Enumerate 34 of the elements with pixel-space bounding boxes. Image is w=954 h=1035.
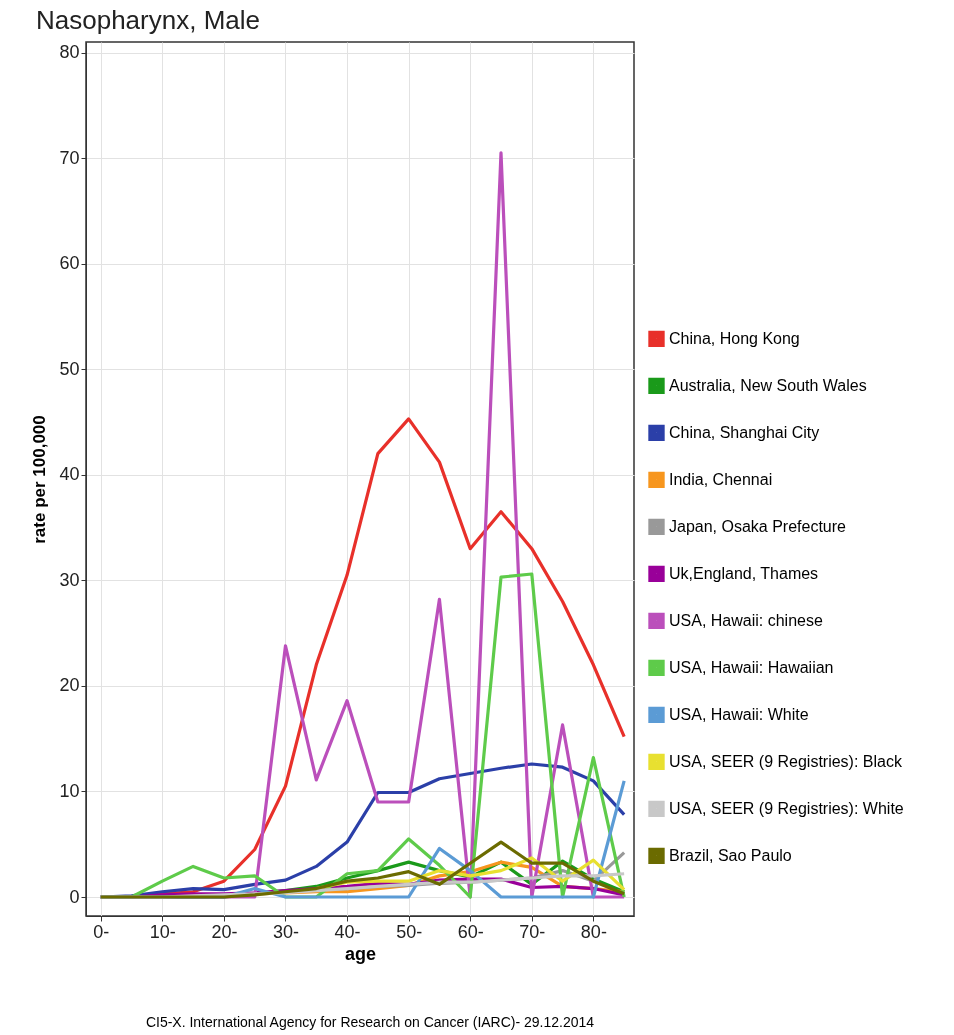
legend-label: India, Chennai — [669, 470, 773, 488]
y-tick-label: 80 — [59, 42, 80, 63]
chart-title: Nasopharynx, Male — [36, 5, 260, 35]
x-tick-label: 50- — [396, 921, 423, 942]
x-tick-label: 40- — [334, 921, 361, 942]
legend-label: Brazil, Sao Paulo — [669, 846, 792, 864]
x-tick-label: 60- — [457, 921, 484, 942]
legend-label: USA, Hawaii: chinese — [669, 611, 823, 629]
x-tick-label: 0- — [93, 921, 110, 942]
legend-label: Uk,England, Thames — [669, 564, 819, 582]
legend-label: China, Hong Kong — [669, 329, 800, 347]
x-axis-title: age — [344, 943, 377, 964]
y-tick-label: 60 — [59, 253, 80, 274]
legend-label: Japan, Osaka Prefecture — [669, 517, 847, 535]
legend-label: USA, Hawaii: White — [669, 705, 809, 723]
y-tick-label: 30 — [59, 569, 80, 590]
x-tick-label: 10- — [149, 921, 176, 942]
text: CI5-X. International Agency for Research on Cancer (IARC)- 29.12.2014 — [144, 1014, 596, 1030]
y-tick-label: 20 — [59, 675, 80, 696]
y-tick-label: 40 — [59, 464, 80, 485]
y-tick-label: 10 — [59, 780, 80, 801]
legend-label: USA, Hawaii: Hawaiian — [669, 658, 834, 676]
x-tick-label: 30- — [272, 921, 300, 942]
legend-label: Australia, New South Wales — [669, 376, 867, 394]
legend-label: USA, SEER (9 Registries): Black — [669, 752, 903, 770]
x-tick-label: 20- — [211, 921, 238, 942]
x-tick-label: 70- — [519, 921, 546, 942]
y-tick-label: 70 — [59, 147, 80, 168]
legend-label: China, Shanghai City — [669, 423, 820, 441]
y-tick-label: 50 — [59, 358, 80, 379]
legend-label: USA, SEER (9 Registries): White — [669, 799, 904, 817]
y-tick-label: 0 — [69, 886, 80, 907]
y-axis-title: rate per 100,000 — [30, 415, 50, 544]
x-tick-label: 80- — [580, 921, 607, 942]
